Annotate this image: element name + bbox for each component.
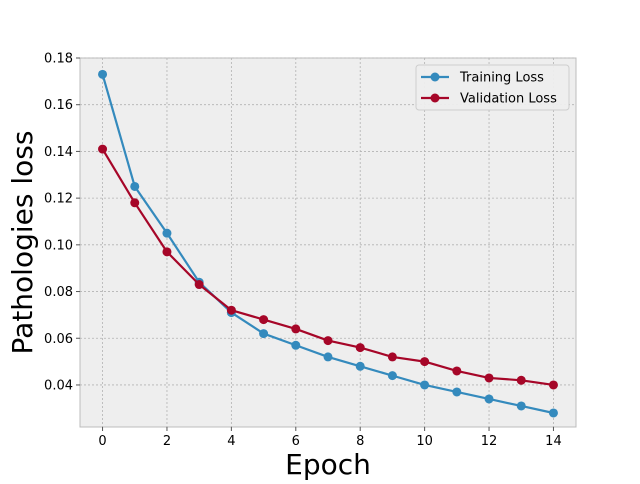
x-tick-label: 12 [481,434,498,449]
validation-loss-point [323,336,333,346]
validation-loss-point [259,315,269,325]
x-tick-label: 4 [227,434,235,449]
training-loss-point [516,401,526,411]
training-loss-point [291,340,301,350]
legend-item-validation-loss: Validation Loss [421,92,557,107]
validation-loss-series [98,144,558,390]
training-loss-point [130,181,140,191]
plot-area [79,57,577,428]
legend-label: Training Loss [459,71,544,86]
training-loss-point [548,408,558,418]
training-loss-point [259,329,269,339]
x-tick-label: 8 [356,434,364,449]
x-tick-label: 14 [545,434,562,449]
training-loss-point [420,380,430,390]
validation-loss-point [355,343,365,353]
y-tick-label: 0.06 [44,332,73,347]
y-axis-label: Pathologies loss [6,131,39,355]
y-tick-label: 0.18 [44,52,73,67]
validation-loss-point [194,280,204,290]
x-axis-label: Epoch [285,448,371,480]
validation-loss-point [130,198,140,208]
x-tick-label: 10 [416,434,433,449]
y-tick-label: 0.04 [44,378,73,393]
axes: 0 2 4 6 8 10 12 14 0.04 0.06 0.08 0.10 0.12 0.14 0.16 0… [44,52,562,450]
legend: Training Loss Validation Loss [415,64,570,111]
legend-swatch-marker [430,72,440,82]
validation-loss-point [387,352,397,362]
validation-loss-point [98,144,108,154]
training-loss-point [162,228,172,238]
validation-loss-point [420,357,430,367]
training-loss-point [323,352,333,362]
y-tick-label: 0.08 [44,285,73,300]
series-layer [98,69,558,418]
y-tick-label: 0.16 [44,98,73,113]
training-loss-point [355,361,365,371]
y-tick-label: 0.14 [44,145,73,160]
y-tick-label: 0.10 [44,238,73,253]
x-tick-label: 6 [292,434,300,449]
legend-box [415,64,570,111]
training-loss-series [98,69,558,418]
training-loss-point [484,394,494,404]
legend-item-training-loss: Training Loss [421,71,544,86]
validation-loss-point [452,366,462,376]
training-loss-point [98,69,108,79]
validation-loss-point [484,373,494,383]
training-loss-point [452,387,462,397]
x-tick-label: 0 [98,434,106,449]
validation-loss-point [162,247,172,257]
validation-loss-point [548,380,558,390]
y-tick-label: 0.12 [44,192,73,207]
validation-loss-point [291,324,301,334]
validation-loss-point [226,305,236,315]
validation-loss-point [516,375,526,385]
x-tick-label: 2 [163,434,171,449]
training-loss-point [387,371,397,381]
legend-swatch-marker [430,93,440,103]
legend-label: Validation Loss [460,92,557,107]
